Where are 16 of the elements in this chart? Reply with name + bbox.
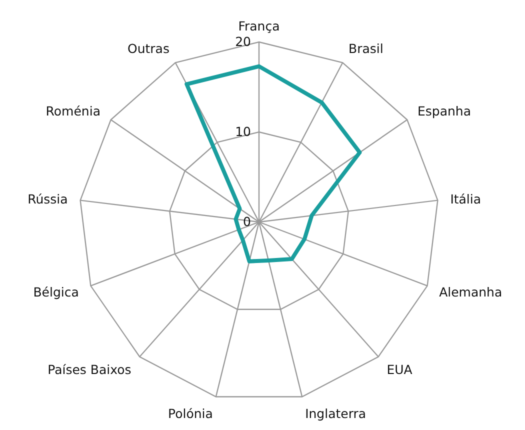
y-tick-label: 0 — [243, 214, 252, 229]
spoke-label: Alemanha — [439, 284, 502, 300]
y-tick-label: 10 — [235, 124, 252, 139]
spoke-label: Bélgica — [33, 284, 79, 300]
spoke-label: Roménia — [46, 103, 100, 118]
spoke-label: Polónia — [168, 406, 213, 421]
spoke-label: Outras — [128, 40, 170, 56]
spoke-label: Itália — [450, 191, 482, 206]
spoke-label: EUA — [386, 362, 413, 378]
y-tick-label: 20 — [235, 34, 252, 49]
spoke-label: França — [238, 18, 280, 34]
spoke-label: Brasil — [348, 40, 384, 56]
spoke-label: Espanha — [418, 103, 472, 118]
spoke-label: Rússia — [28, 191, 68, 206]
spoke-label: Inglaterra — [305, 406, 366, 421]
spoke-label: Países Baixos — [48, 362, 132, 378]
